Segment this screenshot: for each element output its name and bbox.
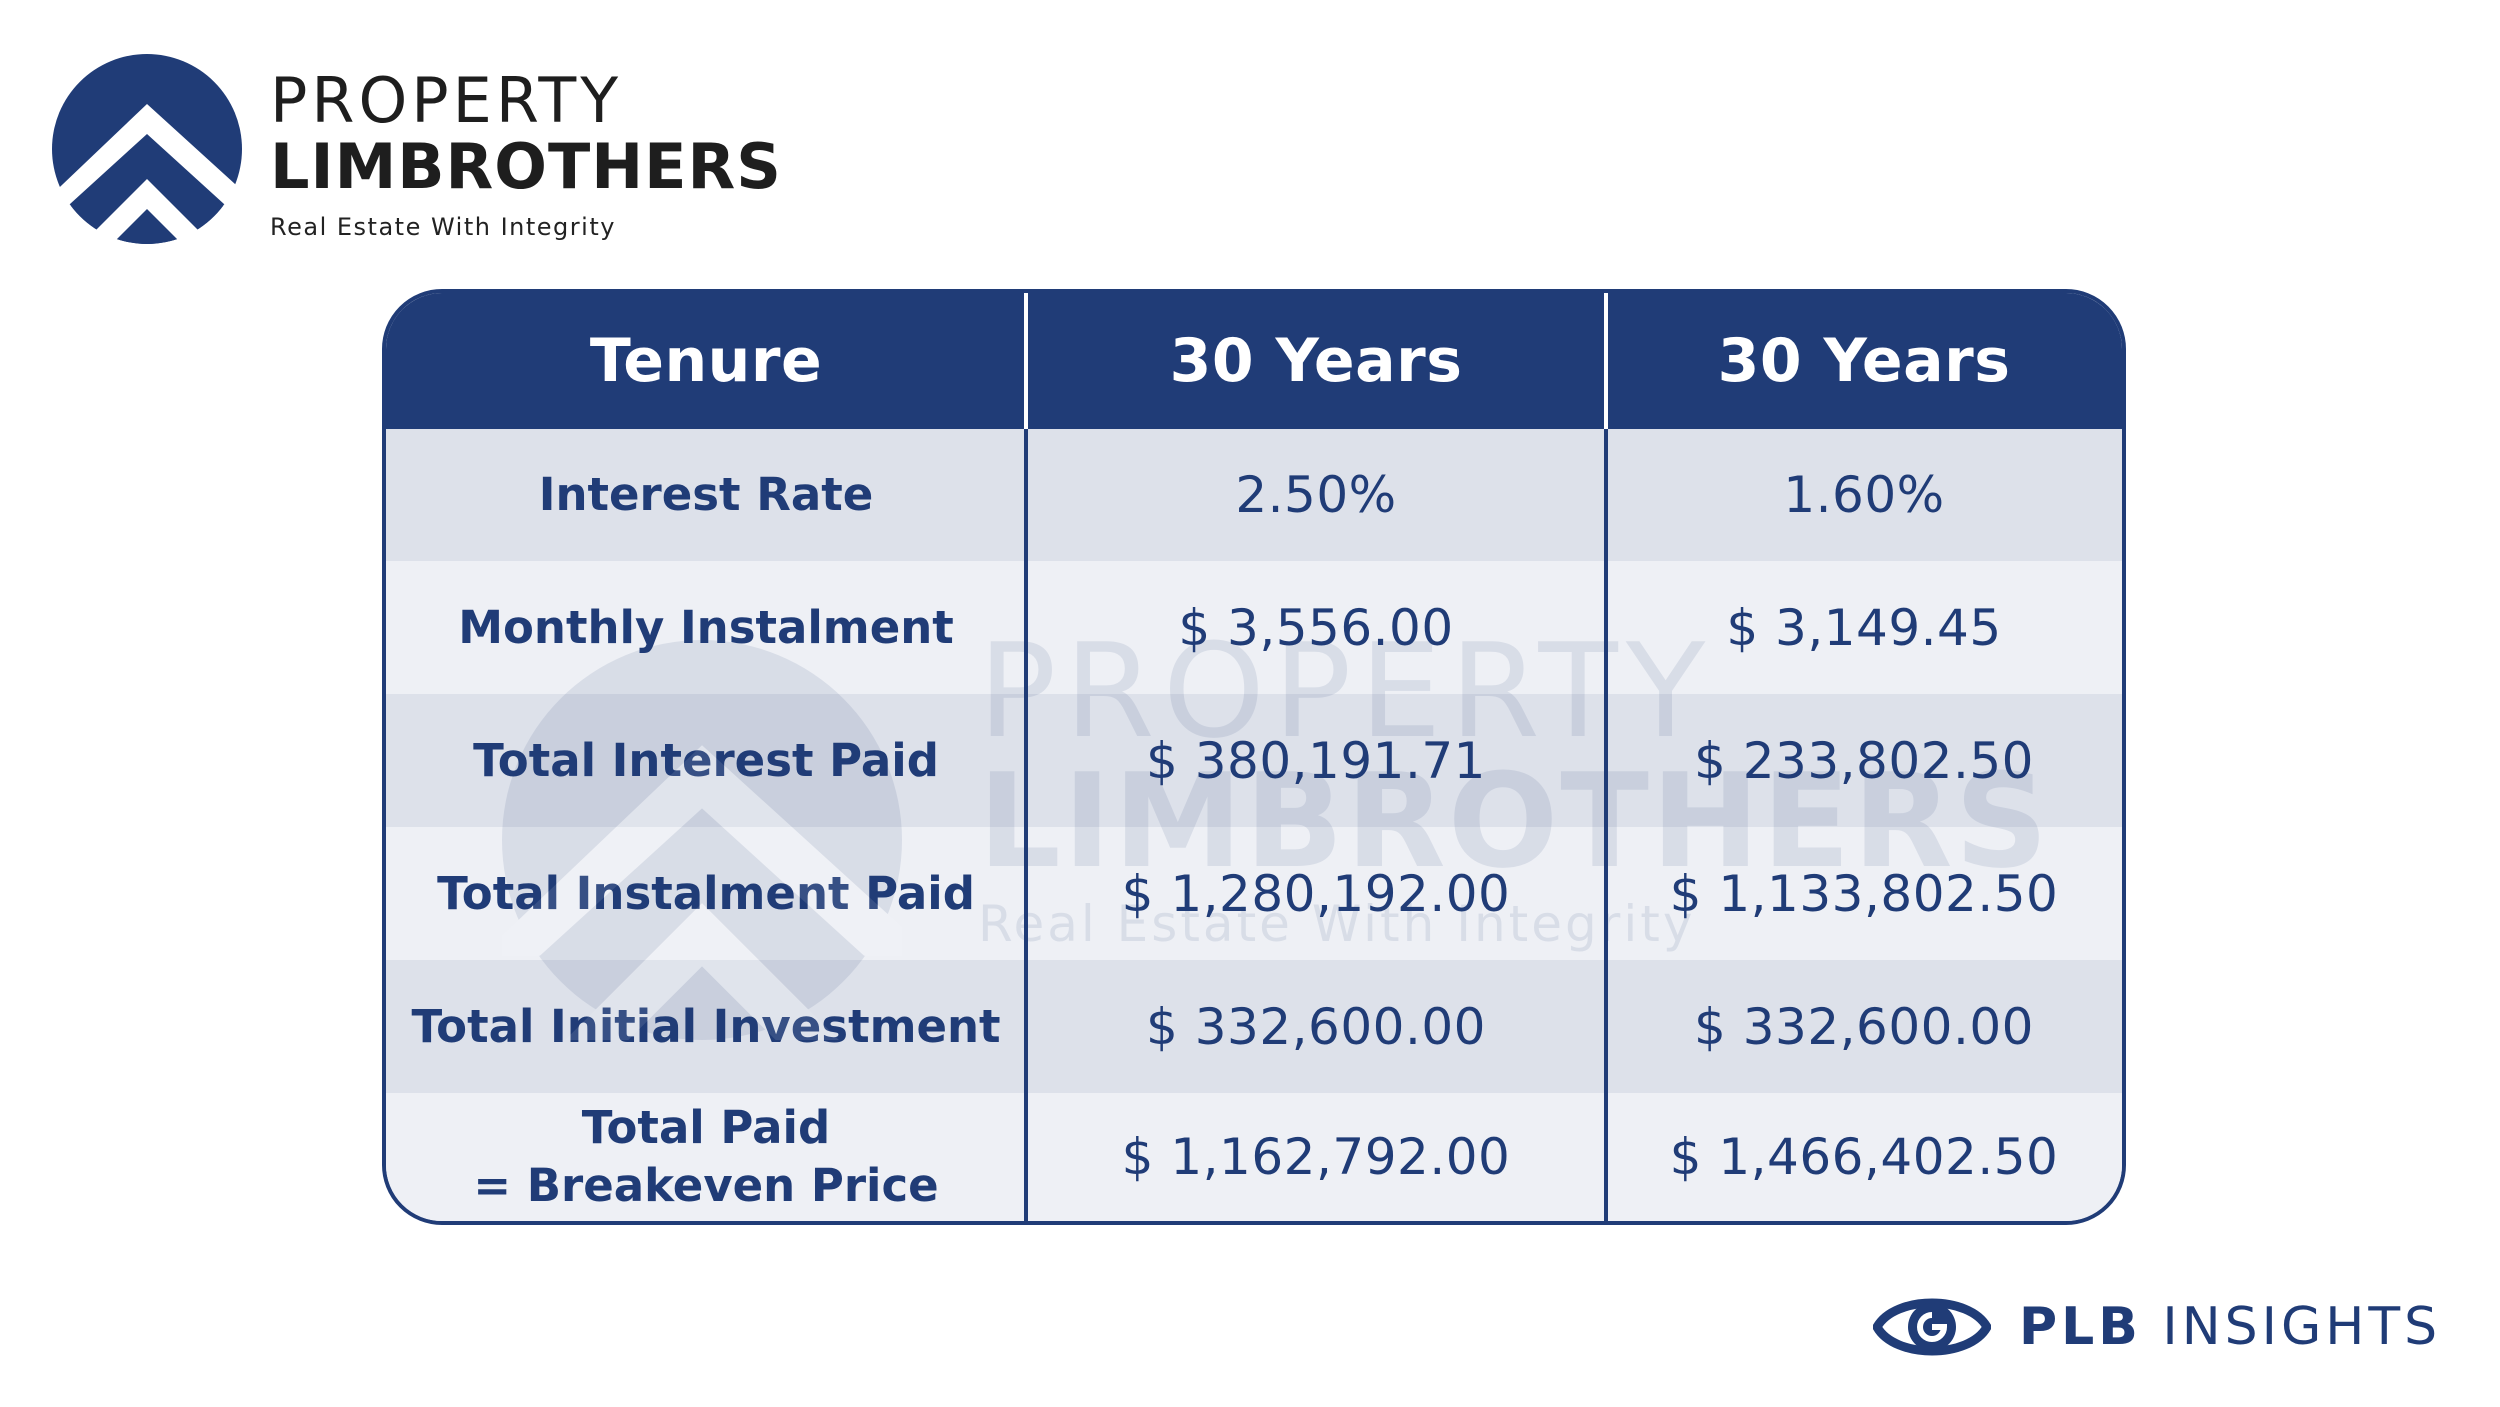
row-label-total-initial-investment: Total Initial Investment (411, 999, 1001, 1053)
insights-bold: PLB (2019, 1297, 2142, 1357)
row-label-line: = Breakeven Price (473, 1159, 939, 1212)
row-label-total-paid-breakeven: Total Paid = Breakeven Price (386, 1093, 1026, 1221)
row-value: $ 380,191.71 (1146, 731, 1486, 790)
brand-tagline: Real Estate With Integrity (270, 213, 616, 241)
column-divider (1604, 293, 1608, 1221)
table-row: Total Instalment Paid $ 1,280,192.00 $ 1… (386, 827, 2122, 960)
comparison-table: Tenure 30 Years 30 Years Interest Rate 2… (382, 289, 2126, 1225)
row-label-total-interest-paid: Total Interest Paid (473, 733, 939, 787)
house-roof-circle-logo-icon (52, 54, 242, 244)
row-value: $ 332,600.00 (1146, 997, 1486, 1056)
table-row: Total Interest Paid $ 380,191.71 $ 233,8… (386, 694, 2122, 827)
row-value: $ 1,280,192.00 (1121, 864, 1511, 923)
row-value: 2.50% (1235, 466, 1397, 524)
header-cell-tenure: Tenure (589, 326, 823, 396)
table-row: Interest Rate 2.50% 1.60% (386, 429, 2122, 561)
row-label-interest-rate: Interest Rate (538, 468, 874, 521)
brand-name-line2: LIMBROTHERS (270, 130, 782, 203)
plb-insights-logo: PLB INSIGHTS (1873, 1287, 2441, 1367)
row-value: $ 332,600.00 (1694, 997, 2034, 1056)
brand-logo: PROPERTY LIMBROTHERS Real Estate With In… (52, 54, 812, 254)
table-row: Monthly Instalment $ 3,556.00 $ 3,149.45 (386, 561, 2122, 694)
row-label-monthly-instalment: Monthly Instalment (458, 600, 954, 654)
header-cell-option-1: 30 Years (1169, 326, 1463, 396)
column-divider (1024, 293, 1028, 1221)
eye-icon (1873, 1298, 1991, 1356)
insights-rest: INSIGHTS (2162, 1297, 2442, 1357)
row-label-total-instalment-paid: Total Instalment Paid (437, 866, 975, 920)
row-value: $ 1,133,802.50 (1669, 864, 2059, 923)
row-value: $ 3,149.45 (1726, 598, 2002, 657)
row-value: $ 1,162,792.00 (1121, 1128, 1511, 1186)
table-row: Total Initial Investment $ 332,600.00 $ … (386, 960, 2122, 1093)
row-value: $ 233,802.50 (1694, 731, 2034, 790)
row-value: $ 1,466,402.50 (1669, 1128, 2059, 1186)
row-value: $ 3,556.00 (1178, 598, 1454, 657)
brand-name-line1: PROPERTY (270, 64, 623, 137)
row-label-line: Total Paid (581, 1101, 831, 1154)
brand-wordmark: PROPERTY LIMBROTHERS Real Estate With In… (270, 68, 782, 244)
table-row: Total Paid = Breakeven Price $ 1,162,792… (386, 1093, 2122, 1221)
table-header-row: Tenure 30 Years 30 Years (386, 293, 2122, 429)
table-grid: Tenure 30 Years 30 Years Interest Rate 2… (386, 293, 2122, 1221)
header-cell-option-2: 30 Years (1717, 326, 2011, 396)
plb-insights-wordmark: PLB INSIGHTS (2019, 1297, 2441, 1357)
row-value: 1.60% (1783, 466, 1945, 524)
